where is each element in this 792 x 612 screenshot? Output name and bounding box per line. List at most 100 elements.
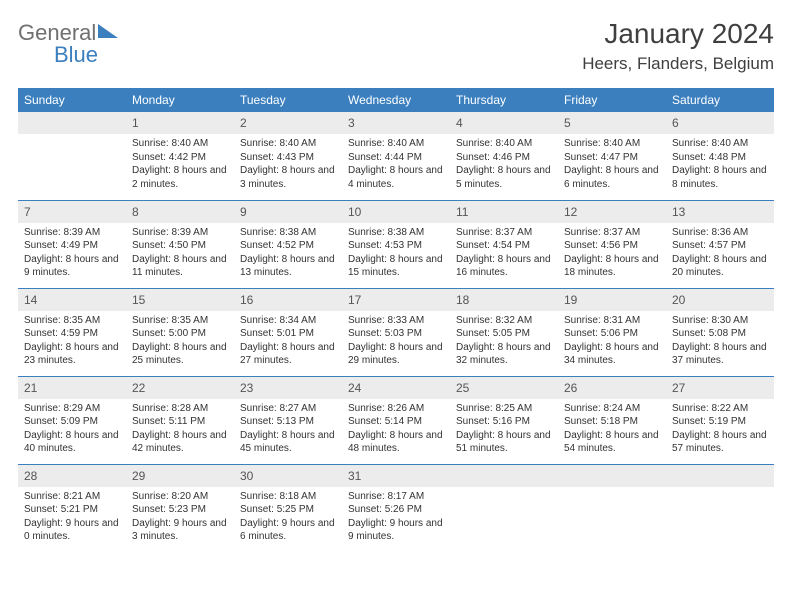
sunset-line: Sunset: 5:01 PM [240, 327, 336, 341]
daylight-line: Daylight: 8 hours and 23 minutes. [24, 341, 120, 368]
day-body: Sunrise: 8:40 AMSunset: 4:48 PMDaylight:… [666, 134, 774, 197]
sunset-line: Sunset: 5:09 PM [24, 415, 120, 429]
daylight-line: Daylight: 8 hours and 18 minutes. [564, 253, 660, 280]
calendar-day-cell: 11 Sunrise: 8:37 AMSunset: 4:54 PMDayligh… [450, 200, 558, 288]
day-body: Sunrise: 8:37 AMSunset: 4:56 PMDaylight:… [558, 223, 666, 286]
sunrise-line: Sunrise: 8:18 AM [240, 490, 336, 504]
calendar-day-cell [18, 112, 126, 200]
sunset-line: Sunset: 5:16 PM [456, 415, 552, 429]
daylight-line: Daylight: 9 hours and 6 minutes. [240, 517, 336, 544]
daylight-line: Daylight: 8 hours and 8 minutes. [672, 164, 768, 191]
sunset-line: Sunset: 4:42 PM [132, 151, 228, 165]
day-number [666, 465, 774, 487]
calendar-day-cell: 25Sunrise: 8:25 AMSunset: 5:16 PMDayligh… [450, 376, 558, 464]
day-number [450, 465, 558, 487]
day-body: Sunrise: 8:38 AMSunset: 4:52 PMDaylight:… [234, 223, 342, 286]
sunset-line: Sunset: 4:57 PM [672, 239, 768, 253]
calendar-week-row: 21Sunrise: 8:29 AMSunset: 5:09 PMDayligh… [18, 376, 774, 464]
day-body: Sunrise: 8:40 AMSunset: 4:46 PMDaylight:… [450, 134, 558, 197]
day-body: Sunrise: 8:29 AMSunset: 5:09 PMDaylight:… [18, 399, 126, 462]
day-number: 13 [666, 201, 774, 223]
calendar-day-cell: 1Sunrise: 8:40 AMSunset: 4:42 PMDaylight… [126, 112, 234, 200]
calendar-day-cell: 21Sunrise: 8:29 AMSunset: 5:09 PMDayligh… [18, 376, 126, 464]
calendar-day-cell: 24Sunrise: 8:26 AMSunset: 5:14 PMDayligh… [342, 376, 450, 464]
day-number: 6 [666, 112, 774, 134]
logo-triangle-icon [98, 24, 118, 38]
day-number: 11 [450, 201, 558, 223]
calendar-day-cell: 20Sunrise: 8:30 AMSunset: 5:08 PMDayligh… [666, 288, 774, 376]
weekday-header: Sunday [18, 88, 126, 112]
day-number: 27 [666, 377, 774, 399]
sunset-line: Sunset: 5:13 PM [240, 415, 336, 429]
sunset-line: Sunset: 4:54 PM [456, 239, 552, 253]
sunrise-line: Sunrise: 8:38 AM [348, 226, 444, 240]
daylight-line: Daylight: 8 hours and 13 minutes. [240, 253, 336, 280]
day-number: 25 [450, 377, 558, 399]
sunset-line: Sunset: 4:44 PM [348, 151, 444, 165]
daylight-line: Daylight: 8 hours and 51 minutes. [456, 429, 552, 456]
calendar-day-cell: 27Sunrise: 8:22 AMSunset: 5:19 PMDayligh… [666, 376, 774, 464]
calendar-day-cell: 7Sunrise: 8:39 AMSunset: 4:49 PMDaylight… [18, 200, 126, 288]
sunrise-line: Sunrise: 8:40 AM [564, 137, 660, 151]
day-number: 22 [126, 377, 234, 399]
sunrise-line: Sunrise: 8:34 AM [240, 314, 336, 328]
day-body: Sunrise: 8:20 AMSunset: 5:23 PMDaylight:… [126, 487, 234, 550]
sunset-line: Sunset: 4:47 PM [564, 151, 660, 165]
day-number [558, 465, 666, 487]
daylight-line: Daylight: 8 hours and 27 minutes. [240, 341, 336, 368]
sunrise-line: Sunrise: 8:39 AM [132, 226, 228, 240]
day-body: Sunrise: 8:30 AMSunset: 5:08 PMDaylight:… [666, 311, 774, 374]
day-number: 19 [558, 289, 666, 311]
sunset-line: Sunset: 4:53 PM [348, 239, 444, 253]
day-number: 2 [234, 112, 342, 134]
sunset-line: Sunset: 4:59 PM [24, 327, 120, 341]
calendar-day-cell [666, 464, 774, 552]
title-location: Heers, Flanders, Belgium [582, 54, 774, 74]
daylight-line: Daylight: 8 hours and 16 minutes. [456, 253, 552, 280]
sunrise-line: Sunrise: 8:22 AM [672, 402, 768, 416]
daylight-line: Daylight: 9 hours and 0 minutes. [24, 517, 120, 544]
day-body: Sunrise: 8:40 AMSunset: 4:43 PMDaylight:… [234, 134, 342, 197]
sunset-line: Sunset: 5:03 PM [348, 327, 444, 341]
calendar-day-cell: 10Sunrise: 8:38 AMSunset: 4:53 PMDayligh… [342, 200, 450, 288]
day-body: Sunrise: 8:40 AMSunset: 4:47 PMDaylight:… [558, 134, 666, 197]
day-body: Sunrise: 8:40 AMSunset: 4:44 PMDaylight:… [342, 134, 450, 197]
calendar-week-row: 14Sunrise: 8:35 AMSunset: 4:59 PMDayligh… [18, 288, 774, 376]
weekday-header: Tuesday [234, 88, 342, 112]
sunrise-line: Sunrise: 8:37 AM [456, 226, 552, 240]
day-number: 3 [342, 112, 450, 134]
title-block: January 2024 Heers, Flanders, Belgium [582, 18, 774, 74]
daylight-line: Daylight: 8 hours and 2 minutes. [132, 164, 228, 191]
sunrise-line: Sunrise: 8:33 AM [348, 314, 444, 328]
calendar-day-cell: 5Sunrise: 8:40 AMSunset: 4:47 PMDaylight… [558, 112, 666, 200]
day-number: 14 [18, 289, 126, 311]
daylight-line: Daylight: 9 hours and 9 minutes. [348, 517, 444, 544]
day-body: Sunrise: 8:18 AMSunset: 5:25 PMDaylight:… [234, 487, 342, 550]
sunset-line: Sunset: 5:05 PM [456, 327, 552, 341]
sunrise-line: Sunrise: 8:37 AM [564, 226, 660, 240]
sunrise-line: Sunrise: 8:40 AM [240, 137, 336, 151]
calendar-day-cell: 28Sunrise: 8:21 AMSunset: 5:21 PMDayligh… [18, 464, 126, 552]
calendar-day-cell: 2Sunrise: 8:40 AMSunset: 4:43 PMDaylight… [234, 112, 342, 200]
daylight-line: Daylight: 8 hours and 3 minutes. [240, 164, 336, 191]
day-body: Sunrise: 8:35 AMSunset: 4:59 PMDaylight:… [18, 311, 126, 374]
day-number: 28 [18, 465, 126, 487]
calendar-day-cell [450, 464, 558, 552]
weekday-header: Friday [558, 88, 666, 112]
sunrise-line: Sunrise: 8:40 AM [456, 137, 552, 151]
sunrise-line: Sunrise: 8:27 AM [240, 402, 336, 416]
calendar-week-row: 1Sunrise: 8:40 AMSunset: 4:42 PMDaylight… [18, 112, 774, 200]
calendar-day-cell: 12Sunrise: 8:37 AMSunset: 4:56 PMDayligh… [558, 200, 666, 288]
daylight-line: Daylight: 8 hours and 37 minutes. [672, 341, 768, 368]
sunrise-line: Sunrise: 8:24 AM [564, 402, 660, 416]
calendar-day-cell: 31Sunrise: 8:17 AMSunset: 5:26 PMDayligh… [342, 464, 450, 552]
logo-word-2: Blue [54, 42, 154, 68]
day-number: 16 [234, 289, 342, 311]
day-body: Sunrise: 8:33 AMSunset: 5:03 PMDaylight:… [342, 311, 450, 374]
sunrise-line: Sunrise: 8:26 AM [348, 402, 444, 416]
calendar-day-cell: 18Sunrise: 8:32 AMSunset: 5:05 PMDayligh… [450, 288, 558, 376]
day-body: Sunrise: 8:39 AMSunset: 4:50 PMDaylight:… [126, 223, 234, 286]
sunset-line: Sunset: 4:43 PM [240, 151, 336, 165]
sunrise-line: Sunrise: 8:17 AM [348, 490, 444, 504]
sunrise-line: Sunrise: 8:31 AM [564, 314, 660, 328]
